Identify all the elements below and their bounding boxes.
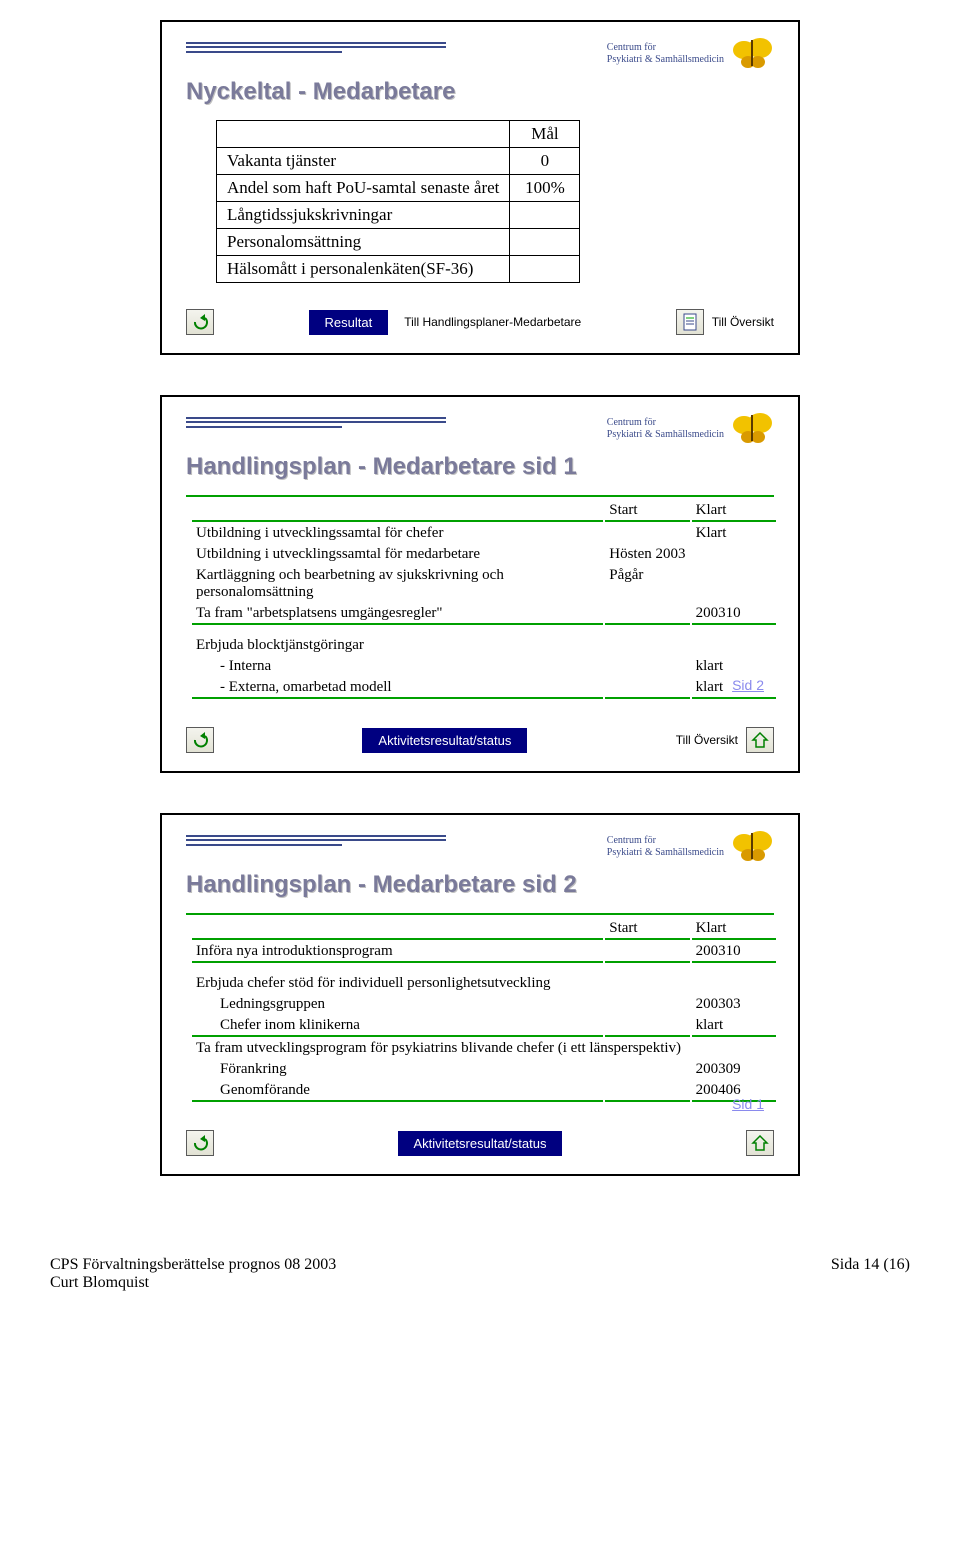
logo-line2: Psykiatri & Samhällsmedicin (607, 429, 724, 441)
plan-row-klart: 200303 (692, 995, 776, 1014)
header-decor-lines (186, 36, 446, 53)
kpi-table: Mål Vakanta tjänster0 Andel som haft PoU… (216, 120, 580, 283)
plan-row-label: Ta fram "arbetsplatsens umgängesregler" (192, 604, 603, 625)
back-arrow-icon[interactable] (186, 1130, 214, 1156)
kpi-header-blank (217, 121, 510, 148)
section-title: Erbjuda blocktjänstgöringar (192, 627, 776, 655)
kpi-header-mal: Mål (510, 121, 580, 148)
kpi-row-label: Andel som haft PoU-samtal senaste året (217, 175, 510, 202)
col-start: Start (605, 919, 689, 940)
slide-nyckeltal: Centrum för Psykiatri & Samhällsmedicin … (160, 20, 800, 355)
col-klart: Klart (692, 501, 776, 522)
link-handlingsplaner[interactable]: Till Handlingsplaner-Medarbetare (404, 315, 581, 329)
col-start: Start (605, 501, 689, 522)
back-arrow-icon[interactable] (186, 309, 214, 335)
plan-row-klart: klart (692, 657, 776, 676)
link-oversikt[interactable]: Till Översikt (712, 315, 774, 329)
logo-line1: Centrum för (607, 417, 724, 429)
plan-row-label: Kartläggning och bearbetning av sjukskri… (192, 566, 603, 602)
aktivitet-button[interactable]: Aktivitetsresultat/status (398, 1131, 563, 1156)
plan-row-label: Chefer inom klinikerna (192, 1016, 603, 1037)
logo-block: Centrum för Psykiatri & Samhällsmedicin (607, 36, 774, 72)
logo-block: Centrum för Psykiatri & Samhällsmedicin (607, 411, 774, 447)
header-decor-lines (186, 411, 446, 428)
plan-row-start (605, 524, 689, 543)
footer-line2: Curt Blomquist (50, 1274, 336, 1292)
plan-row-start: Pågår (605, 566, 689, 602)
slide-header: Centrum för Psykiatri & Samhällsmedicin (186, 829, 774, 865)
home-icon[interactable] (746, 1130, 774, 1156)
plan-row-start: Hösten 2003 (605, 545, 689, 564)
plan-row-klart: 200309 (692, 1060, 776, 1079)
plan-table: Start Klart Utbildning i utvecklingssamt… (190, 499, 778, 701)
slide-title: Handlingsplan - Medarbetare sid 1 (186, 453, 774, 481)
plan-row-klart: 200310 (692, 942, 776, 963)
slide-header: Centrum för Psykiatri & Samhällsmedicin (186, 411, 774, 447)
page-footer: CPS Förvaltningsberättelse prognos 08 20… (50, 1256, 910, 1292)
kpi-row-label: Personalomsättning (217, 229, 510, 256)
plan-row-start (605, 604, 689, 625)
logo-line1: Centrum för (607, 835, 724, 847)
kpi-row-label: Vakanta tjänster (217, 148, 510, 175)
footer-right: Sida 14 (16) (831, 1256, 910, 1292)
document-icon[interactable] (676, 309, 704, 335)
kpi-row-val (510, 202, 580, 229)
logo-line2: Psykiatri & Samhällsmedicin (607, 847, 724, 859)
kpi-row-label: Hälsomått i personalenkäten(SF-36) (217, 256, 510, 283)
plan-row-label: Utbildning i utvecklingssamtal för medar… (192, 545, 603, 564)
butterfly-icon (730, 36, 774, 72)
logo-text: Centrum för Psykiatri & Samhällsmedicin (607, 835, 724, 859)
plan-row-klart (692, 566, 776, 602)
slide-handlingsplan-1: Centrum för Psykiatri & Samhällsmedicin … (160, 395, 800, 773)
link-oversikt[interactable]: Till Översikt (676, 733, 738, 747)
kpi-row-val: 100% (510, 175, 580, 202)
kpi-row-val (510, 256, 580, 283)
back-arrow-icon[interactable] (186, 727, 214, 753)
kpi-row-label: Långtidssjukskrivningar (217, 202, 510, 229)
plan-row-label: Genomförande (192, 1081, 603, 1102)
slide-title: Handlingsplan - Medarbetare sid 2 (186, 871, 774, 899)
slide-footer: Aktivitetsresultat/status (186, 1130, 774, 1156)
plan-row-label: - Interna (192, 657, 603, 676)
slide-footer: Aktivitetsresultat/status Till Översikt (186, 727, 774, 753)
logo-block: Centrum för Psykiatri & Samhällsmedicin (607, 829, 774, 865)
plan-row-label: Utbildning i utvecklingssamtal för chefe… (192, 524, 603, 543)
plan-row-klart: klart (692, 1016, 776, 1037)
plan-row-klart: Klart (692, 524, 776, 543)
section-title: Erbjuda chefer stöd för individuell pers… (192, 965, 776, 993)
footer-left: CPS Förvaltningsberättelse prognos 08 20… (50, 1256, 336, 1292)
logo-text: Centrum för Psykiatri & Samhällsmedicin (607, 417, 724, 441)
plan-row-label: Införa nya introduktionsprogram (192, 942, 603, 963)
col-klart: Klart (692, 919, 776, 940)
footer-line1: CPS Förvaltningsberättelse prognos 08 20… (50, 1256, 336, 1274)
butterfly-icon (730, 411, 774, 447)
home-icon[interactable] (746, 727, 774, 753)
section-title: Ta fram utvecklingsprogram för psykiatri… (192, 1039, 776, 1058)
plan-row-label: Förankring (192, 1060, 603, 1079)
slide-footer: Resultat Till Handlingsplaner-Medarbetar… (186, 309, 774, 335)
green-divider (186, 495, 774, 497)
sid-link[interactable]: Sid 2 (732, 677, 764, 693)
plan-row-klart (692, 545, 776, 564)
butterfly-icon (730, 829, 774, 865)
plan-row-klart: 200310 (692, 604, 776, 625)
plan-row-label: - Externa, omarbetad modell (192, 678, 603, 699)
plan-table: Start Klart Införa nya introduktionsprog… (190, 917, 778, 1104)
green-divider (186, 913, 774, 915)
logo-text: Centrum för Psykiatri & Samhällsmedicin (607, 42, 724, 66)
resultat-button[interactable]: Resultat (309, 310, 389, 335)
logo-line1: Centrum för (607, 42, 724, 54)
header-decor-lines (186, 829, 446, 846)
slide-title: Nyckeltal - Medarbetare (186, 78, 774, 106)
kpi-row-val (510, 229, 580, 256)
slide-handlingsplan-2: Centrum för Psykiatri & Samhällsmedicin … (160, 813, 800, 1176)
slide-header: Centrum för Psykiatri & Samhällsmedicin (186, 36, 774, 72)
plan-row-label: Ledningsgruppen (192, 995, 603, 1014)
sid-link[interactable]: Sid 1 (732, 1096, 764, 1112)
aktivitet-button[interactable]: Aktivitetsresultat/status (362, 728, 527, 753)
kpi-row-val: 0 (510, 148, 580, 175)
logo-line2: Psykiatri & Samhällsmedicin (607, 54, 724, 66)
